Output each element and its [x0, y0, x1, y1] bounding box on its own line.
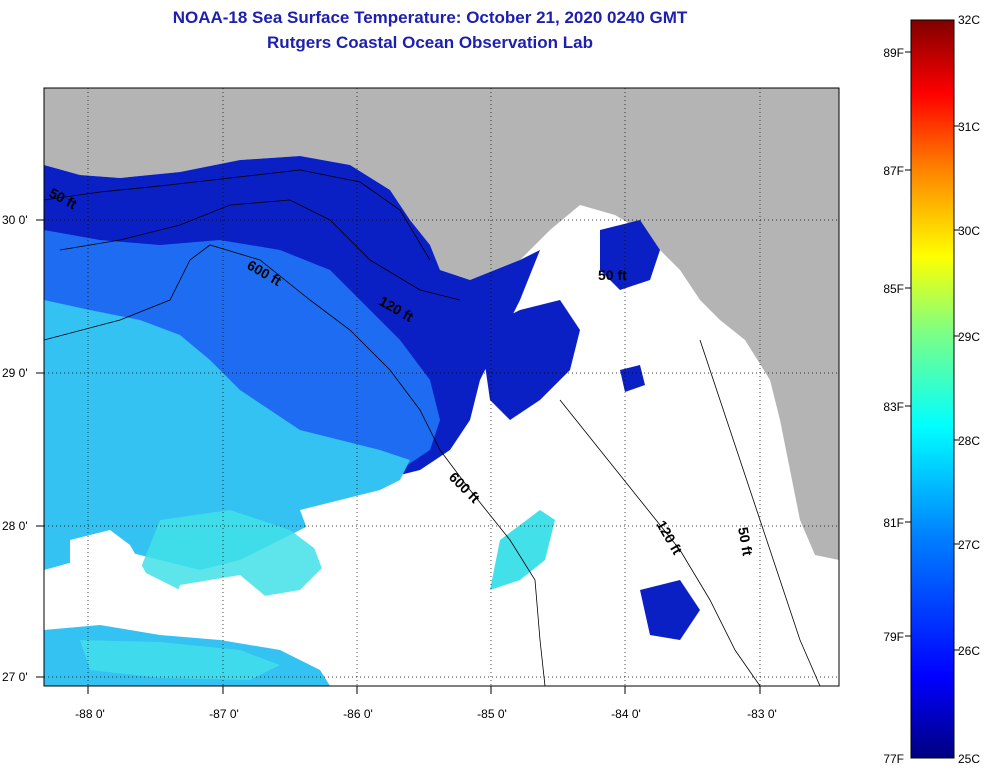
map-grid: [44, 88, 839, 686]
lon-label: -88 0': [75, 707, 105, 721]
colorbar-fahrenheit-label: 83F: [883, 400, 904, 414]
land-mass: [44, 88, 839, 560]
sst-light-blue-region: [44, 300, 410, 570]
map-area: 50 ft 600 ft 120 ft 600 ft 120 ft 50 ft …: [44, 88, 839, 686]
lon-label: -86 0': [343, 707, 373, 721]
colorbar-celsius-label: 27C: [958, 538, 980, 552]
sst-cyan-patch: [140, 510, 330, 600]
colorbar: [910, 19, 955, 759]
colorbar-fahrenheit-label: 77F: [883, 752, 904, 766]
map-frame: [43, 87, 840, 687]
colorbar-fahrenheit-label: 85F: [883, 282, 904, 296]
map-subtitle: Rutgers Coastal Ocean Observation Lab: [267, 33, 593, 52]
sst-east-patch-3: [640, 580, 700, 640]
map-title: NOAA-18 Sea Surface Temperature: October…: [172, 8, 688, 27]
colorbar-celsius-label: 28C: [958, 434, 980, 448]
lon-label: -83 0': [747, 707, 777, 721]
contour-50ft-west: [44, 169, 431, 261]
colorbar-celsius-label: 26C: [958, 644, 980, 658]
lon-label: -87 0': [209, 707, 239, 721]
sst-east-blue-patch: [480, 300, 580, 420]
colorbar-celsius-label: 25C: [958, 752, 980, 766]
contour-120ft-west: [59, 199, 461, 301]
colorbar-fahrenheit-label: 87F: [883, 164, 904, 178]
lon-label: -84 0': [611, 707, 641, 721]
sst-southern-cyan: [80, 640, 280, 680]
colorbar-fahrenheit-label: 81F: [883, 516, 904, 530]
colorbar-ticks: [905, 51, 960, 651]
axis-ticks: [36, 219, 761, 694]
colorbar-celsius-label: 30C: [958, 224, 980, 238]
lat-label: 29 0': [2, 366, 28, 380]
contour-600ft: [44, 244, 546, 686]
lon-label: -85 0': [477, 707, 507, 721]
cloud-cover-west: [70, 530, 150, 610]
colorbar-celsius-label: 29C: [958, 330, 980, 344]
contour-120ft-east: [559, 399, 761, 686]
contour-label-50ft-east: 50 ft: [735, 526, 756, 557]
lat-label: 30 0': [2, 213, 28, 227]
colorbar-celsius-label: 31C: [958, 120, 980, 134]
cloud-cover-center: [170, 575, 270, 630]
sst-east-patch-4: [620, 365, 645, 392]
lat-label: 28 0': [2, 519, 28, 533]
sst-east-patch-2: [600, 220, 660, 290]
contour-label-50ft-ne: 50 ft: [598, 267, 627, 283]
colorbar-fahrenheit-label: 79F: [883, 630, 904, 644]
colorbar-celsius-label: 32C: [958, 13, 980, 27]
lat-label: 27 0': [2, 670, 28, 684]
colorbar-fahrenheit-label: 89F: [883, 46, 904, 60]
sst-cyan-streak: [490, 510, 555, 590]
